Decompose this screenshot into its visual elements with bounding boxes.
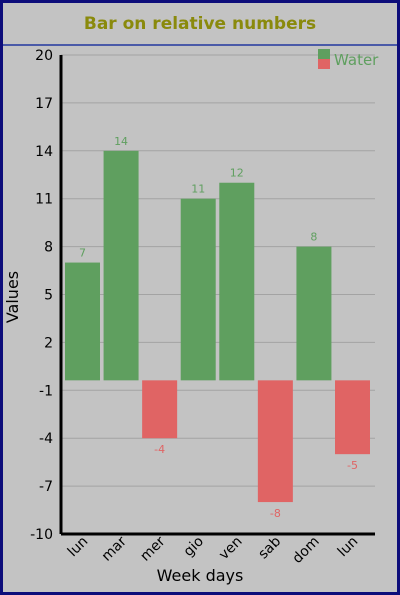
data-label: -8 — [270, 507, 281, 520]
x-tick-label: dom — [289, 534, 322, 567]
title-bar: Bar on relative numbers — [3, 3, 397, 46]
data-label: 8 — [310, 231, 317, 244]
y-tick-label: -4 — [39, 431, 53, 447]
data-label: 14 — [114, 135, 128, 148]
y-tick-label: -7 — [39, 479, 53, 495]
chart-title: Bar on relative numbers — [83, 13, 317, 34]
bar — [180, 198, 216, 381]
x-tick-label: ven — [216, 534, 246, 564]
y-tick-label: 20 — [35, 48, 53, 64]
legend-label-water: Water — [334, 51, 379, 69]
y-tick-label: 11 — [35, 192, 53, 208]
y-tick-label: -1 — [39, 383, 53, 399]
x-tick-label: gio — [181, 534, 207, 560]
y-tick-label: 8 — [44, 240, 53, 256]
x-tick-label: mer — [137, 533, 168, 564]
y-tick-labels: 20 17 14 11 8 5 2 -1 -4 -7 -10 — [30, 48, 53, 543]
y-tick-label: 2 — [44, 335, 53, 351]
data-label: 12 — [230, 167, 244, 180]
bars — [65, 150, 370, 503]
y-tick-label: 5 — [44, 288, 53, 304]
data-label: -5 — [347, 459, 358, 472]
data-labels: 7 14 -4 11 12 -8 8 -5 — [79, 135, 358, 520]
legend-swatch-negative — [318, 59, 330, 69]
y-axis-label: Values — [3, 271, 22, 323]
data-label: 7 — [79, 247, 86, 260]
bar — [296, 246, 332, 381]
bar — [103, 150, 139, 381]
legend: Water — [318, 49, 379, 69]
x-tick-label: lun — [335, 534, 362, 561]
bar — [335, 380, 370, 455]
data-label: 11 — [191, 183, 205, 196]
bar — [142, 380, 178, 439]
x-axis-label: Week days — [157, 566, 244, 585]
x-tick-label: lun — [65, 534, 92, 561]
y-tick-label: -10 — [30, 527, 53, 543]
axes — [59, 55, 375, 536]
bar — [257, 380, 293, 503]
data-label: -4 — [154, 443, 165, 456]
y-tick-label: 14 — [35, 144, 53, 160]
bar — [65, 262, 100, 381]
y-tick-label: 17 — [35, 96, 53, 112]
x-tick-label: mar — [99, 533, 130, 564]
legend-swatch-positive — [318, 49, 330, 59]
bar — [219, 182, 255, 381]
x-tick-label: sab — [255, 533, 284, 562]
x-tick-labels: lun mar mer gio ven sab dom lun — [65, 533, 362, 566]
